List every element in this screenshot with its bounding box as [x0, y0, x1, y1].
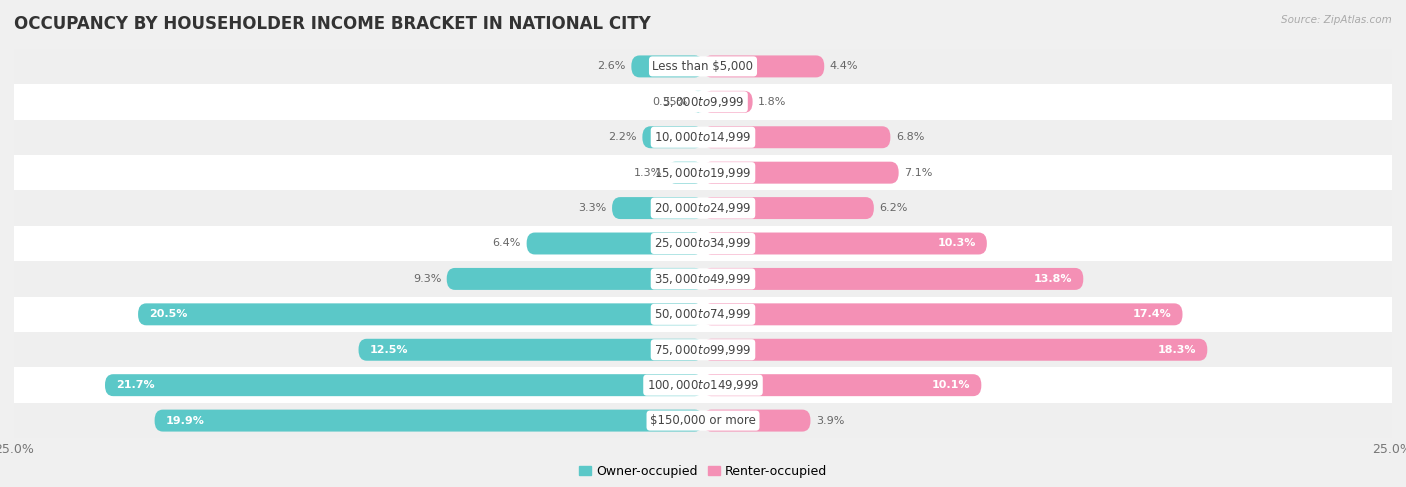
Text: 10.3%: 10.3%: [938, 239, 976, 248]
Text: 3.9%: 3.9%: [815, 415, 845, 426]
Text: 3.3%: 3.3%: [578, 203, 606, 213]
Bar: [14, 403, 1392, 438]
Text: $50,000 to $74,999: $50,000 to $74,999: [654, 307, 752, 321]
Bar: [14, 261, 1392, 297]
Bar: [14, 49, 1392, 84]
Text: 6.2%: 6.2%: [879, 203, 908, 213]
Bar: [14, 119, 1392, 155]
Text: $15,000 to $19,999: $15,000 to $19,999: [654, 166, 752, 180]
FancyBboxPatch shape: [668, 162, 703, 184]
Bar: [14, 297, 1392, 332]
Text: 19.9%: 19.9%: [166, 415, 204, 426]
Text: $20,000 to $24,999: $20,000 to $24,999: [654, 201, 752, 215]
Legend: Owner-occupied, Renter-occupied: Owner-occupied, Renter-occupied: [574, 460, 832, 483]
Bar: [14, 155, 1392, 190]
Text: $75,000 to $99,999: $75,000 to $99,999: [654, 343, 752, 357]
Text: 18.3%: 18.3%: [1157, 345, 1197, 355]
FancyBboxPatch shape: [105, 374, 703, 396]
FancyBboxPatch shape: [359, 339, 703, 361]
FancyBboxPatch shape: [703, 91, 752, 113]
Text: 7.1%: 7.1%: [904, 168, 932, 178]
Text: $5,000 to $9,999: $5,000 to $9,999: [662, 95, 744, 109]
Text: 2.2%: 2.2%: [609, 132, 637, 142]
FancyBboxPatch shape: [703, 303, 1182, 325]
FancyBboxPatch shape: [138, 303, 703, 325]
FancyBboxPatch shape: [527, 232, 703, 255]
Bar: [14, 84, 1392, 119]
FancyBboxPatch shape: [155, 410, 703, 431]
Text: $35,000 to $49,999: $35,000 to $49,999: [654, 272, 752, 286]
Text: 1.3%: 1.3%: [634, 168, 662, 178]
Text: 6.4%: 6.4%: [492, 239, 522, 248]
FancyBboxPatch shape: [703, 162, 898, 184]
Text: 12.5%: 12.5%: [370, 345, 408, 355]
FancyBboxPatch shape: [703, 339, 1208, 361]
Text: 6.8%: 6.8%: [896, 132, 924, 142]
Text: 17.4%: 17.4%: [1133, 309, 1171, 319]
Text: 21.7%: 21.7%: [117, 380, 155, 390]
Bar: [14, 190, 1392, 226]
Text: Less than $5,000: Less than $5,000: [652, 60, 754, 73]
Text: 0.35%: 0.35%: [652, 97, 688, 107]
Text: 9.3%: 9.3%: [413, 274, 441, 284]
Bar: [14, 368, 1392, 403]
FancyBboxPatch shape: [703, 126, 890, 148]
FancyBboxPatch shape: [703, 268, 1083, 290]
FancyBboxPatch shape: [693, 91, 703, 113]
Bar: [14, 226, 1392, 261]
Text: 4.4%: 4.4%: [830, 61, 858, 72]
Text: $100,000 to $149,999: $100,000 to $149,999: [647, 378, 759, 392]
Text: $150,000 or more: $150,000 or more: [650, 414, 756, 427]
Text: $25,000 to $34,999: $25,000 to $34,999: [654, 237, 752, 250]
Text: 20.5%: 20.5%: [149, 309, 187, 319]
FancyBboxPatch shape: [643, 126, 703, 148]
FancyBboxPatch shape: [703, 374, 981, 396]
Text: Source: ZipAtlas.com: Source: ZipAtlas.com: [1281, 15, 1392, 25]
FancyBboxPatch shape: [703, 410, 810, 431]
Text: 2.6%: 2.6%: [598, 61, 626, 72]
FancyBboxPatch shape: [703, 56, 824, 77]
FancyBboxPatch shape: [447, 268, 703, 290]
Text: $10,000 to $14,999: $10,000 to $14,999: [654, 130, 752, 144]
Text: 13.8%: 13.8%: [1033, 274, 1073, 284]
FancyBboxPatch shape: [631, 56, 703, 77]
Text: OCCUPANCY BY HOUSEHOLDER INCOME BRACKET IN NATIONAL CITY: OCCUPANCY BY HOUSEHOLDER INCOME BRACKET …: [14, 15, 651, 33]
FancyBboxPatch shape: [612, 197, 703, 219]
Text: 1.8%: 1.8%: [758, 97, 786, 107]
Bar: [14, 332, 1392, 368]
FancyBboxPatch shape: [703, 197, 875, 219]
Text: 10.1%: 10.1%: [932, 380, 970, 390]
FancyBboxPatch shape: [703, 232, 987, 255]
